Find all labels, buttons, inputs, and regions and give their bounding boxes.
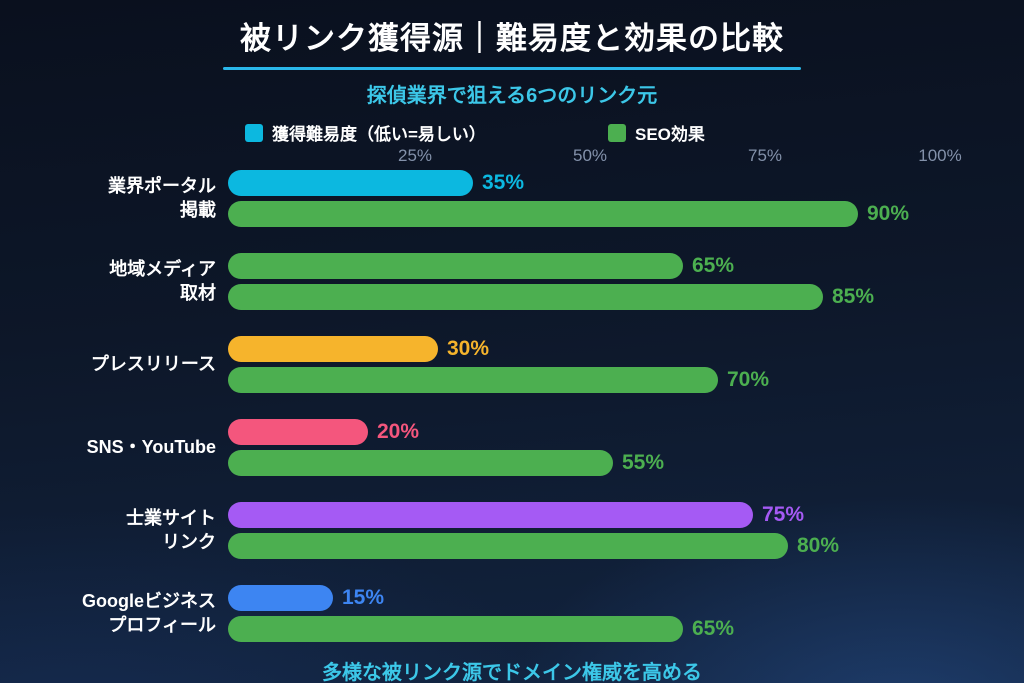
seo-bar — [228, 450, 613, 476]
title-underline — [223, 67, 801, 70]
category-label: SNS・YouTube — [86, 436, 216, 457]
bar-value-label: 75% — [762, 503, 805, 526]
x-tick-label: 100% — [918, 146, 962, 165]
seo-bar — [228, 616, 683, 642]
bar-value-label: 30% — [447, 337, 490, 360]
page-subtitle: 探偵業界で狙える6つのリンク元 — [366, 85, 658, 107]
difficulty-bar-row: 15% — [228, 585, 734, 611]
difficulty-bar — [228, 253, 683, 279]
x-axis-ticks: 25% 50% 75% 100% — [0, 146, 1024, 168]
chart-groups: 業界ポータル 掲載 35% 90% 地域メディア 取材 65% 85% プレスリリース 30% 70… — [0, 170, 1024, 642]
difficulty-bar-row: 65% — [228, 253, 874, 279]
bar-pair: 75% 80% — [228, 502, 839, 559]
bar-pair: 35% 90% — [228, 170, 909, 227]
bar-value-label: 35% — [482, 171, 525, 194]
chart-group: 地域メディア 取材 65% 85% — [0, 253, 1024, 310]
bar-value-label: 55% — [622, 451, 665, 474]
seo-bar — [228, 284, 823, 310]
bar-pair: 65% 85% — [228, 253, 874, 310]
chart-legend: 獲得難易度（低い=易しい） SEO効果 — [0, 120, 1024, 144]
bar-value-label: 20% — [377, 420, 420, 443]
bar-value-label: 90% — [867, 202, 910, 225]
legend-item-seo: SEO効果 — [608, 120, 705, 145]
seo-bar-row: 65% — [228, 616, 734, 642]
category-label: 士業サイト リンク — [126, 508, 216, 552]
difficulty-bar — [228, 502, 753, 528]
bar-pair: 30% 70% — [228, 336, 769, 393]
bar-value-label: 80% — [797, 534, 840, 557]
chart-group: Googleビジネス プロフィール 15% 65% — [0, 585, 1024, 642]
difficulty-bar — [228, 419, 368, 445]
difficulty-bar — [228, 336, 438, 362]
seo-bar-row: 90% — [228, 201, 909, 227]
bar-value-label: 85% — [832, 285, 875, 308]
legend-swatch-difficulty-icon — [245, 123, 263, 142]
category-label: 業界ポータル 掲載 — [108, 176, 216, 220]
bar-value-label: 15% — [342, 586, 385, 609]
chart-group: 士業サイト リンク 75% 80% — [0, 502, 1024, 559]
legend-swatch-seo-icon — [608, 123, 626, 142]
chart-header: 被リンク獲得源｜難易度と効果の比較 探偵業界で狙える6つのリンク元 — [0, 0, 1024, 108]
legend-label-difficulty: 獲得難易度（低い=易しい） — [272, 125, 486, 144]
difficulty-bar — [228, 170, 473, 196]
seo-bar-row: 70% — [228, 367, 769, 393]
legend-item-difficulty: 獲得難易度（低い=易しい） — [245, 120, 486, 145]
x-tick-label: 25% — [397, 146, 433, 165]
bar-pair: 20% 55% — [228, 419, 664, 476]
seo-bar — [228, 533, 788, 559]
category-label: Googleビジネス プロフィール — [82, 591, 216, 635]
chart-group: プレスリリース 30% 70% — [0, 336, 1024, 393]
chart-group: SNS・YouTube 20% 55% — [0, 419, 1024, 476]
bar-pair: 15% 65% — [228, 585, 734, 642]
category-label: 地域メディア 取材 — [109, 259, 216, 303]
page-title: 被リンク獲得源｜難易度と効果の比較 — [240, 21, 784, 56]
bar-value-label: 65% — [692, 617, 735, 640]
category-label: プレスリリース — [90, 353, 216, 374]
x-tick-label: 75% — [747, 146, 783, 165]
difficulty-bar — [228, 585, 333, 611]
seo-bar — [228, 201, 858, 227]
chart-group: 業界ポータル 掲載 35% 90% — [0, 170, 1024, 227]
difficulty-bar-row: 75% — [228, 502, 839, 528]
difficulty-bar-row: 30% — [228, 336, 769, 362]
bar-value-label: 65% — [692, 254, 735, 277]
bar-value-label: 70% — [727, 368, 770, 391]
seo-bar-row: 80% — [228, 533, 839, 559]
legend-label-seo: SEO効果 — [635, 125, 705, 144]
x-tick-label: 50% — [572, 146, 608, 165]
difficulty-bar-row: 20% — [228, 419, 664, 445]
footer-caption: 多様な被リンク源でドメイン権威を高める — [322, 662, 702, 683]
seo-bar-row: 85% — [228, 284, 874, 310]
seo-bar-row: 55% — [228, 450, 664, 476]
seo-bar — [228, 367, 718, 393]
difficulty-bar-row: 35% — [228, 170, 909, 196]
